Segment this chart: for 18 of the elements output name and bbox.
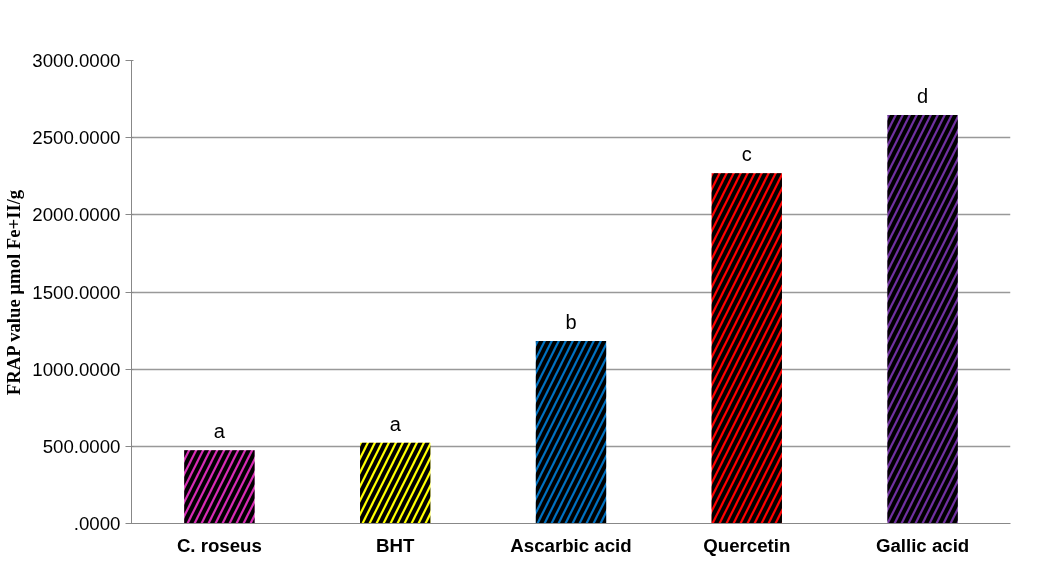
y-tick-label: .0000 xyxy=(73,513,121,534)
y-tick-label: 1500.0000 xyxy=(32,281,121,303)
y-tick-label: 2000.0000 xyxy=(32,204,121,226)
annotation: b xyxy=(565,311,577,334)
y-tick-label: 500.0000 xyxy=(42,435,121,457)
y-tick-label: 3000.0000 xyxy=(32,50,121,71)
x-tick-label: C. roseus xyxy=(176,534,262,556)
annotation: a xyxy=(389,412,402,435)
x-tick-label: Gallic acid xyxy=(875,534,970,556)
annotation: d xyxy=(917,84,929,107)
y-tick-label: 2500.0000 xyxy=(32,127,121,149)
x-tick-label: Quercetin xyxy=(703,534,791,556)
y-axis-title: FRAP value µmol Fe+II/g xyxy=(3,189,25,396)
annotation: c xyxy=(741,143,752,166)
x-tick-label: Ascarbic acid xyxy=(510,534,632,556)
annotation: a xyxy=(213,420,226,443)
x-tick-label: BHT xyxy=(376,534,415,556)
y-tick-label: 1000.0000 xyxy=(32,358,121,380)
